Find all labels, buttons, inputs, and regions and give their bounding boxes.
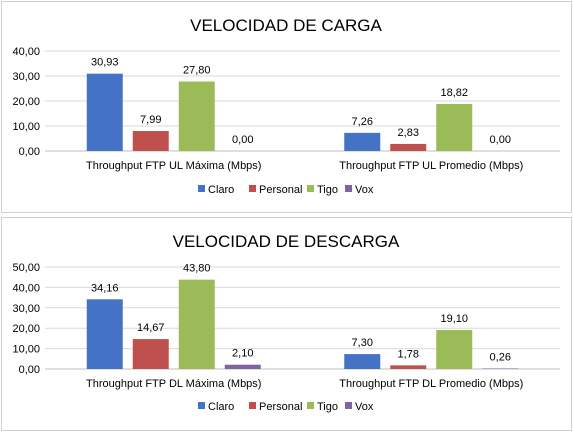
data-labels: 30,93 7,99 27,80 0,00 7,26 2,83 18,82 0,00 (91, 57, 511, 146)
bar-tigo (436, 330, 473, 369)
y-tick-label: 0,00 (19, 146, 40, 158)
category-label: Throughput FTP UL Máxima (Mbps) (86, 160, 261, 172)
gridlines (45, 50, 560, 152)
category-label: Throughput FTP DL Promedio (Mbps) (339, 378, 523, 390)
data-label: 14,67 (137, 322, 165, 334)
legend-swatch-claro (198, 185, 205, 192)
bar-personal (390, 143, 427, 151)
chart-title: VELOCIDAD DE DESCARGA (173, 232, 400, 251)
bar-claro (344, 132, 381, 151)
category-labels: Throughput FTP UL Máxima (Mbps) Throughpu… (86, 160, 523, 172)
data-label: 27,80 (183, 65, 211, 77)
y-axis-ticks: 0,00 10,00 20,00 30,00 40,00 (12, 46, 40, 158)
bar-personal (132, 131, 169, 151)
y-tick-label: 30,00 (12, 303, 40, 315)
data-label: 0,00 (490, 134, 511, 146)
y-axis-ticks: 0,00 10,00 20,00 30,00 40,00 50,00 (12, 262, 40, 376)
bar-vox (224, 364, 261, 369)
legend-swatch-tigo (307, 185, 314, 192)
bars (86, 73, 473, 151)
download-speed-chart: VELOCIDAD DE DESCARGA 0,00 10,00 20,00 30,0… (1, 217, 572, 431)
y-tick-label: 40,00 (12, 46, 40, 58)
bar-tigo (178, 81, 215, 151)
data-label: 7,99 (140, 114, 161, 126)
y-tick-label: 0,00 (19, 364, 40, 376)
category-labels: Throughput FTP DL Máxima (Mbps) Throughpu… (86, 378, 523, 390)
legend-swatch-tigo (307, 402, 314, 409)
y-tick-label: 50,00 (12, 262, 40, 274)
bar-vox (482, 368, 519, 369)
upload-speed-chart: VELOCIDAD DE CARGA 0,00 10,00 20,00 30,00 40… (1, 1, 572, 213)
legend-swatch-personal (249, 185, 256, 192)
bar-claro (344, 354, 381, 369)
data-label: 30,93 (91, 57, 119, 69)
data-label: 1,78 (398, 348, 419, 360)
data-label: 2,83 (398, 127, 419, 139)
category-label: Throughput FTP UL Promedio (Mbps) (339, 160, 523, 172)
legend-label: Claro (208, 401, 234, 413)
y-tick-label: 40,00 (12, 282, 40, 294)
legend-swatch-claro (198, 402, 205, 409)
bar-tigo (178, 279, 215, 369)
legend-label: Claro (208, 184, 234, 196)
bar-claro (86, 299, 123, 369)
data-label: 43,80 (183, 263, 211, 275)
data-label: 18,82 (440, 87, 468, 99)
data-label: 19,10 (440, 313, 468, 325)
legend-swatch-personal (249, 402, 256, 409)
bar-claro (86, 73, 123, 151)
legend-label: Vox (355, 184, 374, 196)
legend: Claro Personal Tigo Vox (198, 184, 374, 196)
bar-tigo (436, 103, 473, 151)
y-tick-label: 20,00 (12, 323, 40, 335)
y-tick-label: 20,00 (12, 96, 40, 108)
bar-personal (132, 339, 169, 369)
chart-title: VELOCIDAD DE CARGA (190, 16, 382, 35)
data-label: 2,10 (232, 348, 253, 360)
y-tick-label: 10,00 (12, 121, 40, 133)
legend-label: Tigo (317, 184, 338, 196)
data-label: 7,30 (352, 337, 373, 349)
data-labels: 34,16 14,67 43,80 2,10 7,30 1,78 19,10 0,26 (91, 263, 511, 364)
data-label: 34,16 (91, 282, 119, 294)
legend-label: Tigo (317, 401, 338, 413)
category-label: Throughput FTP DL Máxima (Mbps) (86, 378, 261, 390)
data-label: 0,26 (490, 351, 511, 363)
data-label: 0,00 (232, 134, 253, 146)
y-tick-label: 30,00 (12, 71, 40, 83)
legend-label: Personal (259, 184, 302, 196)
legend-swatch-vox (345, 185, 352, 192)
legend: Claro Personal Tigo Vox (198, 401, 374, 413)
legend-label: Vox (355, 401, 374, 413)
bar-personal (390, 365, 427, 369)
data-label: 7,26 (352, 116, 373, 128)
gridlines (45, 266, 560, 370)
y-tick-label: 10,00 (12, 344, 40, 356)
legend-swatch-vox (345, 402, 352, 409)
bars (86, 279, 519, 369)
legend-label: Personal (259, 401, 302, 413)
